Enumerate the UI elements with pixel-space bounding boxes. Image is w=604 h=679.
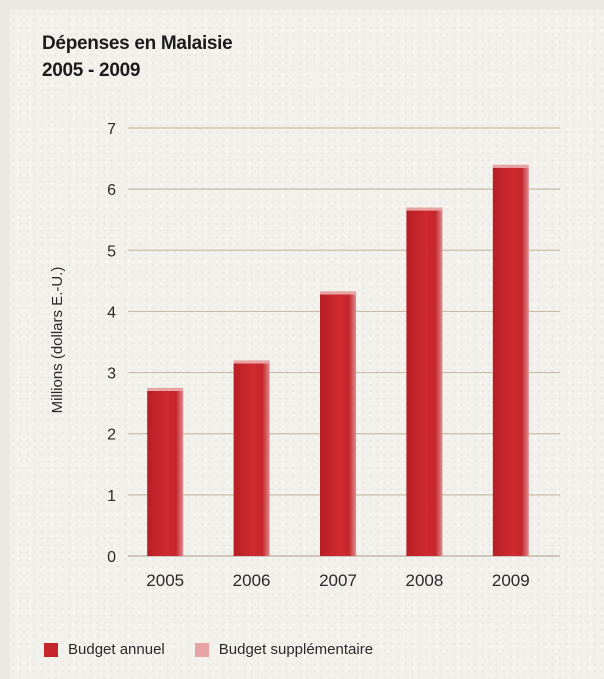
- bar-budget-supplementaire: [406, 207, 443, 211]
- y-tick-label: 1: [107, 488, 116, 505]
- bar-budget-annuel: [233, 363, 270, 556]
- bar-budget-annuel: [320, 294, 356, 556]
- bar-budget-supplementaire: [147, 387, 184, 391]
- y-tick-label: 0: [107, 549, 116, 566]
- bar-budget-annuel: [406, 210, 443, 557]
- x-tick-label: 2009: [492, 571, 530, 590]
- y-tick-label: 6: [107, 182, 116, 199]
- bar-budget-annuel: [492, 167, 529, 556]
- bar-budget-supplementaire: [492, 164, 529, 168]
- chart-title-line-2: 2005 - 2009: [42, 60, 141, 81]
- legend-swatch-budget-supplementaire: [194, 642, 209, 657]
- x-tick-labels: 2005 2006 2007 2008 2009: [146, 571, 529, 590]
- x-tick-label: 2007: [319, 571, 357, 590]
- y-tick-label: 7: [107, 121, 116, 138]
- legend: Budget annuel Budget supplémentaire: [44, 641, 403, 658]
- legend-item-budget-supplementaire: Budget supplémentaire: [194, 641, 374, 658]
- bar-budget-supplementaire: [233, 360, 270, 364]
- y-tick-label: 3: [107, 366, 116, 383]
- legend-label-budget-annuel: Budget annuel: [68, 641, 165, 658]
- bar-budget-supplementaire: [320, 291, 356, 295]
- chart-title-line-1: Dépenses en Malaisie: [42, 33, 233, 54]
- x-tick-label: 2006: [233, 571, 271, 590]
- bars: [147, 164, 529, 557]
- y-tick-labels: 0 1 2 3 4 5 6 7: [107, 121, 116, 566]
- y-tick-label: 5: [107, 243, 116, 260]
- y-axis-label: Millions (dollars E.-U.): [49, 267, 66, 414]
- legend-swatch-budget-annuel: [44, 642, 58, 657]
- chart-title: Dépenses en Malaisie 2005 - 2009: [42, 30, 233, 84]
- bar-budget-annuel: [147, 390, 184, 556]
- legend-item-budget-annuel: Budget annuel: [44, 641, 165, 658]
- x-tick-label: 2005: [146, 571, 184, 590]
- legend-label-budget-supplementaire: Budget supplémentaire: [218, 641, 374, 658]
- y-tick-label: 4: [107, 304, 116, 321]
- x-tick-label: 2008: [405, 571, 443, 590]
- y-tick-label: 2: [107, 427, 116, 444]
